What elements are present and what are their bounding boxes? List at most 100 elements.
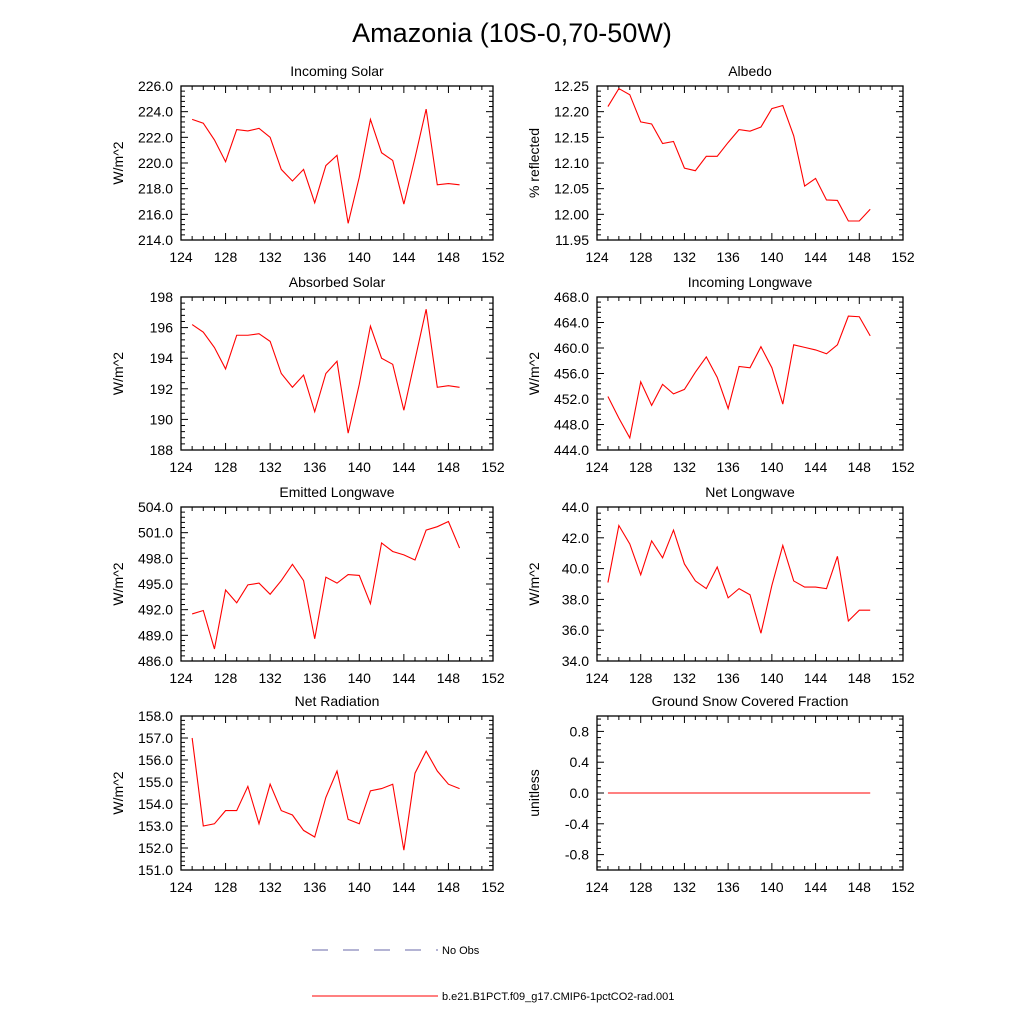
plot-frame xyxy=(180,506,494,662)
y-tick-label: 12.25 xyxy=(554,78,589,94)
x-tick-label: 136 xyxy=(716,459,740,475)
x-tick-label: 148 xyxy=(848,249,872,265)
y-tick-label: 198 xyxy=(150,289,174,305)
panel-title: Albedo xyxy=(728,63,772,79)
y-tick-label: 12.20 xyxy=(554,104,589,120)
series-line xyxy=(191,108,460,224)
y-tick-label: 504.0 xyxy=(138,499,173,515)
panel-title: Net Longwave xyxy=(705,484,795,500)
y-tick-label: 44.0 xyxy=(562,499,589,515)
x-tick-label: 124 xyxy=(169,459,193,475)
series-line xyxy=(191,309,460,434)
legend-label: No Obs xyxy=(442,945,480,957)
x-tick-label: 152 xyxy=(481,249,505,265)
y-tick-label: 220.0 xyxy=(138,155,173,171)
y-tick-label: 214.0 xyxy=(138,232,173,248)
x-tick-label: 128 xyxy=(629,459,653,475)
x-tick-label: 148 xyxy=(437,670,461,686)
y-tick-label: 38.0 xyxy=(562,591,589,607)
y-tick-label: -0.8 xyxy=(565,847,589,863)
panel-title: Absorbed Solar xyxy=(289,274,386,290)
y-tick-label: 222.0 xyxy=(138,129,173,145)
chart-panel: Albedo % reflected 124 128 132 136 140 144 148 15… xyxy=(526,63,915,265)
legend-item: No Obs xyxy=(312,945,480,957)
x-tick-label: 148 xyxy=(848,670,872,686)
x-tick-label: 152 xyxy=(481,459,505,475)
x-tick-label: 132 xyxy=(673,879,697,895)
y-axis-label: unitless xyxy=(526,769,542,816)
x-tick-label: 128 xyxy=(214,249,238,265)
x-tick-label: 136 xyxy=(303,459,327,475)
y-tick-label: 158.0 xyxy=(138,708,173,724)
y-axis-label: W/m^2 xyxy=(110,141,126,184)
x-tick-label: 132 xyxy=(258,879,282,895)
x-tick-label: 144 xyxy=(392,459,416,475)
y-axis-label: W/m^2 xyxy=(110,352,126,395)
x-tick-label: 132 xyxy=(673,249,697,265)
x-tick-label: 132 xyxy=(673,459,697,475)
panel-title: Ground Snow Covered Fraction xyxy=(652,693,849,709)
y-tick-label: 0.0 xyxy=(570,785,590,801)
y-tick-label: 155.0 xyxy=(138,774,173,790)
panel-title: Incoming Solar xyxy=(290,63,384,79)
chart-panel: Emitted Longwave W/m^2 124 128 132 136 140 144 1… xyxy=(110,484,505,686)
x-tick-label: 148 xyxy=(437,879,461,895)
x-tick-label: 128 xyxy=(629,670,653,686)
y-tick-label: 444.0 xyxy=(554,442,589,458)
x-tick-label: 124 xyxy=(169,879,193,895)
y-tick-label: 486.0 xyxy=(138,653,173,669)
y-tick-label: 498.0 xyxy=(138,550,173,566)
x-tick-label: 148 xyxy=(848,879,872,895)
x-tick-label: 136 xyxy=(716,249,740,265)
y-tick-label: 0.4 xyxy=(570,754,590,770)
x-tick-label: 128 xyxy=(214,459,238,475)
series-line xyxy=(607,87,871,222)
x-tick-label: 152 xyxy=(891,879,915,895)
plot-frame xyxy=(596,85,904,241)
plot-frame xyxy=(596,506,904,662)
x-tick-label: 136 xyxy=(716,879,740,895)
chart-panel: Net Longwave W/m^2 124 128 132 136 140 144 148 15… xyxy=(526,484,915,686)
x-tick-label: 152 xyxy=(481,879,505,895)
y-tick-label: 190 xyxy=(150,411,174,427)
x-tick-label: 132 xyxy=(673,670,697,686)
y-tick-label: 11.95 xyxy=(555,232,589,248)
y-tick-label: 12.05 xyxy=(554,181,589,197)
x-tick-label: 132 xyxy=(258,249,282,265)
x-tick-label: 144 xyxy=(804,879,828,895)
x-tick-label: 140 xyxy=(760,670,784,686)
x-tick-label: 140 xyxy=(348,879,372,895)
panels-container: Incoming Solar W/m^2 124 128 132 136 140 144 148… xyxy=(110,63,915,895)
y-tick-label: 153.0 xyxy=(138,818,173,834)
main-title: Amazonia (10S-0,70-50W) xyxy=(352,18,672,48)
y-tick-label: 42.0 xyxy=(562,530,589,546)
y-tick-label: 0.8 xyxy=(570,723,590,739)
y-axis-label: W/m^2 xyxy=(526,562,542,605)
x-tick-label: 144 xyxy=(804,670,828,686)
y-tick-label: 157.0 xyxy=(138,730,173,746)
series-line xyxy=(607,523,871,634)
y-tick-label: 224.0 xyxy=(138,104,173,120)
y-tick-label: 489.0 xyxy=(138,627,173,643)
x-tick-label: 136 xyxy=(303,879,327,895)
y-tick-label: 226.0 xyxy=(138,78,173,94)
x-tick-label: 140 xyxy=(760,249,784,265)
x-tick-label: 132 xyxy=(258,459,282,475)
x-tick-label: 124 xyxy=(585,670,609,686)
x-tick-label: 132 xyxy=(258,670,282,686)
chart-panel: Absorbed Solar W/m^2 124 128 132 136 140 144 148… xyxy=(110,274,505,475)
y-tick-label: 12.10 xyxy=(554,155,589,171)
x-tick-label: 128 xyxy=(629,879,653,895)
y-tick-label: 495.0 xyxy=(138,576,173,592)
y-tick-label: 464.0 xyxy=(554,315,589,331)
y-tick-label: 40.0 xyxy=(562,561,589,577)
chart-panel: Incoming Solar W/m^2 124 128 132 136 140 144 148… xyxy=(110,63,505,265)
x-tick-label: 136 xyxy=(303,670,327,686)
y-tick-label: 154.0 xyxy=(138,796,173,812)
plot-frame xyxy=(180,85,494,241)
series-line xyxy=(191,737,460,851)
y-tick-label: 36.0 xyxy=(562,622,589,638)
legend-label: b.e21.B1PCT.f09_g17.CMIP6-1pctCO2-rad.00… xyxy=(442,991,674,1003)
legend: No Obs b.e21.B1PCT.f09_g17.CMIP6-1pctCO2-… xyxy=(312,945,674,1003)
